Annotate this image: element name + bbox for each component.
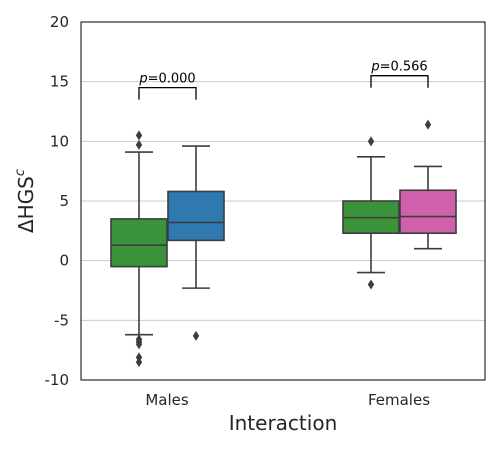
y-tick-label: -5 xyxy=(54,311,69,329)
x-category-label: Males xyxy=(145,391,189,409)
y-tick-label: 10 xyxy=(50,132,69,150)
outlier-marker xyxy=(367,279,375,290)
box-iqr xyxy=(167,190,225,242)
p-value-label: p=0.566 xyxy=(370,60,427,75)
outlier-marker xyxy=(135,139,143,150)
y-tick-labels: 20 15 10 5 0 -5 -10 xyxy=(45,13,70,389)
y-tick-label: -10 xyxy=(45,371,70,389)
bracket-line xyxy=(370,75,429,88)
box-iqr xyxy=(110,218,168,268)
bracket-line xyxy=(138,86,197,100)
y-tick-label: 0 xyxy=(59,252,69,270)
plot-area-frame xyxy=(80,21,486,381)
significance-bracket: p=0.000 xyxy=(138,72,197,100)
y-tick-label: 15 xyxy=(50,73,69,91)
x-axis-title: Interaction xyxy=(229,411,338,435)
y-tick-label: 20 xyxy=(50,13,69,31)
y-tick-label: 5 xyxy=(59,192,69,210)
outlier-marker xyxy=(135,130,143,141)
y-axis-title: ΔHGSc xyxy=(13,169,38,233)
significance-bracket: p=0.566 xyxy=(370,60,429,88)
x-category-label: Females xyxy=(368,391,430,409)
x-category-labels: Males Females xyxy=(145,391,430,409)
y-axis-title-superscript: c xyxy=(13,169,28,176)
box-group xyxy=(110,130,168,368)
significance-annotations: p=0.000 p=0.566 xyxy=(138,60,429,100)
box-group xyxy=(167,145,225,341)
box-group xyxy=(399,119,457,250)
outlier-marker xyxy=(424,119,432,130)
p-value-label: p=0.000 xyxy=(138,72,195,87)
y-axis-title-main: ΔHGS xyxy=(14,176,38,233)
outlier-marker xyxy=(135,339,143,350)
outlier-marker xyxy=(367,136,375,147)
outlier-marker xyxy=(192,330,200,341)
boxes xyxy=(110,119,457,368)
outlier-marker xyxy=(135,357,143,368)
box-iqr xyxy=(399,189,457,235)
box-group xyxy=(342,136,400,290)
